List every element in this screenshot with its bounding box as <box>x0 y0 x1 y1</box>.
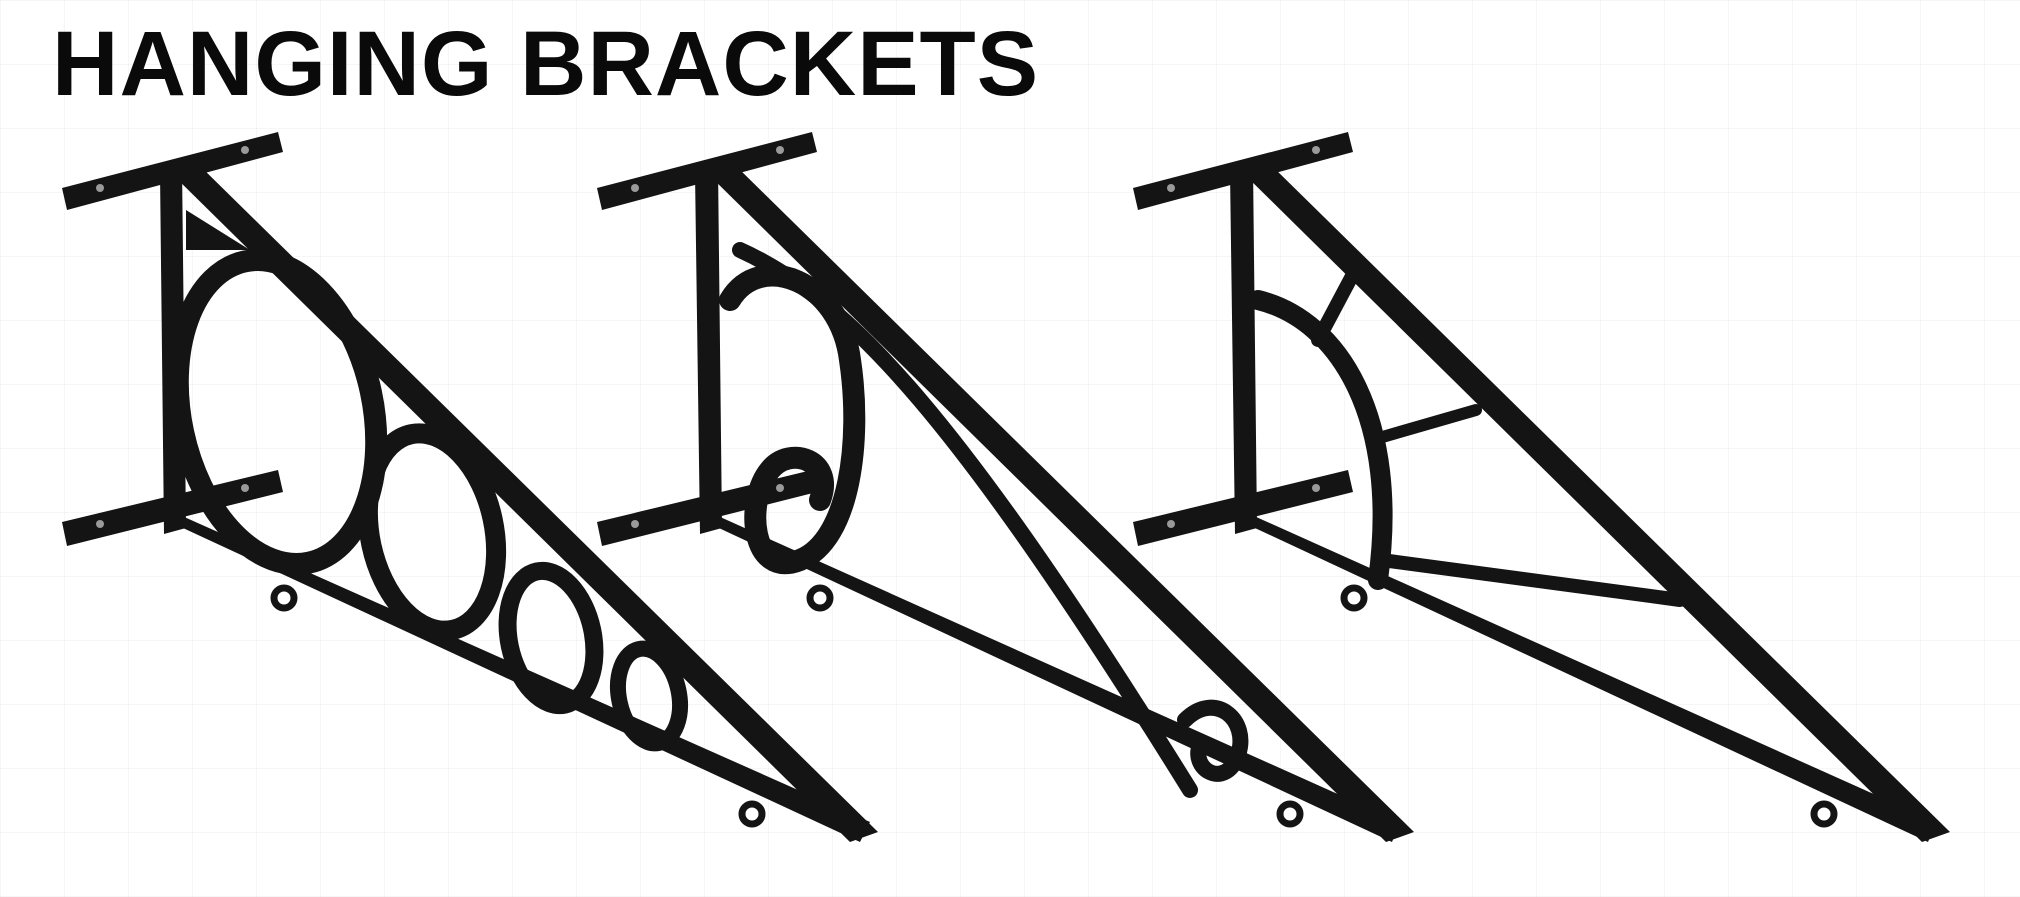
diagonal-brace <box>704 162 1414 842</box>
diagonal-brace <box>1240 162 1950 842</box>
hanging-eye <box>806 584 834 612</box>
vertical-bar <box>1230 166 1257 534</box>
hanging-eye <box>1810 800 1838 828</box>
spokes <box>1311 269 1687 607</box>
decorative-circles <box>166 249 688 752</box>
hanging-eye <box>270 584 298 612</box>
hanging-eye <box>738 800 766 828</box>
fan-bracket <box>1133 132 1950 842</box>
scroll-ornament <box>719 242 1198 798</box>
top-gusset <box>186 210 250 250</box>
vertical-bar <box>695 166 722 534</box>
hanging-eye <box>1276 800 1304 828</box>
scroll-bracket <box>597 132 1414 842</box>
quarter-arc <box>1248 290 1393 590</box>
small-scroll-ornament <box>1177 699 1249 782</box>
hanging-eye <box>1340 584 1368 612</box>
bottom-rail <box>1242 516 1936 842</box>
circles-bracket <box>62 132 878 842</box>
page-title: HANGING BRACKETS <box>52 13 1040 115</box>
